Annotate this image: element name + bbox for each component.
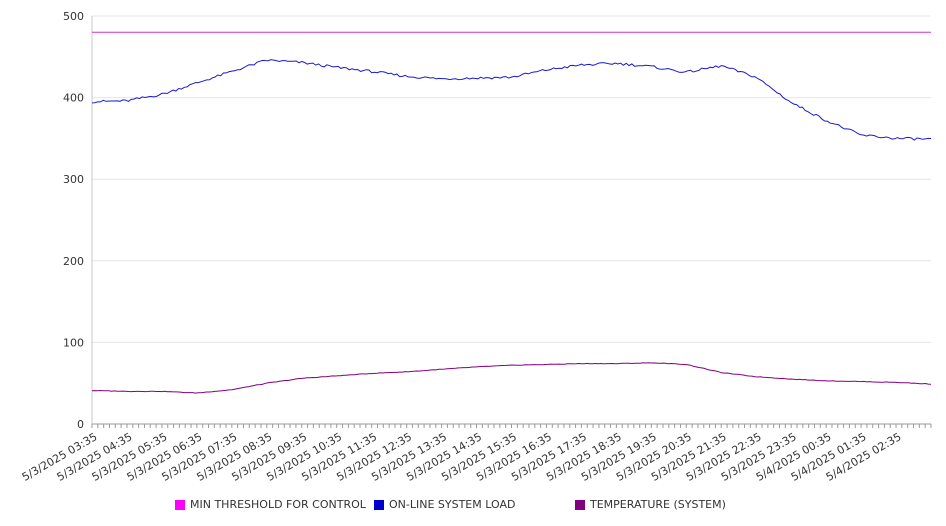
y-tick-label: 500: [63, 10, 84, 23]
series-line-2: [91, 362, 932, 394]
legend-item-temperature: TEMPERATURE (SYSTEM): [575, 498, 726, 511]
x-axis-ticks: 5/3/2025 03:355/3/2025 04:355/3/2025 05:…: [20, 424, 932, 484]
y-tick-label: 200: [63, 255, 84, 268]
legend-swatch: [175, 499, 185, 510]
y-tick-label: 300: [63, 173, 84, 186]
legend-item-system-load: ON-LINE SYSTEM LOAD: [374, 498, 515, 511]
legend: MIN THRESHOLD FOR CONTROL ON-LINE SYSTEM…: [0, 498, 946, 516]
legend-swatch: [374, 499, 384, 510]
legend-label: ON-LINE SYSTEM LOAD: [389, 498, 516, 511]
series-line-1: [91, 59, 932, 141]
legend-label: MIN THRESHOLD FOR CONTROL: [190, 498, 366, 511]
y-tick-label: 100: [63, 336, 84, 349]
legend-label: TEMPERATURE (SYSTEM): [590, 498, 726, 511]
y-tick-label: 0: [77, 418, 84, 431]
y-axis-ticks: 0 100 200 300 400 500: [63, 10, 84, 431]
legend-item-threshold: MIN THRESHOLD FOR CONTROL: [175, 498, 366, 511]
grid-lines: [92, 15, 931, 343]
y-tick-label: 400: [63, 92, 84, 105]
series-lines: [91, 31, 932, 394]
legend-swatch: [575, 499, 585, 510]
